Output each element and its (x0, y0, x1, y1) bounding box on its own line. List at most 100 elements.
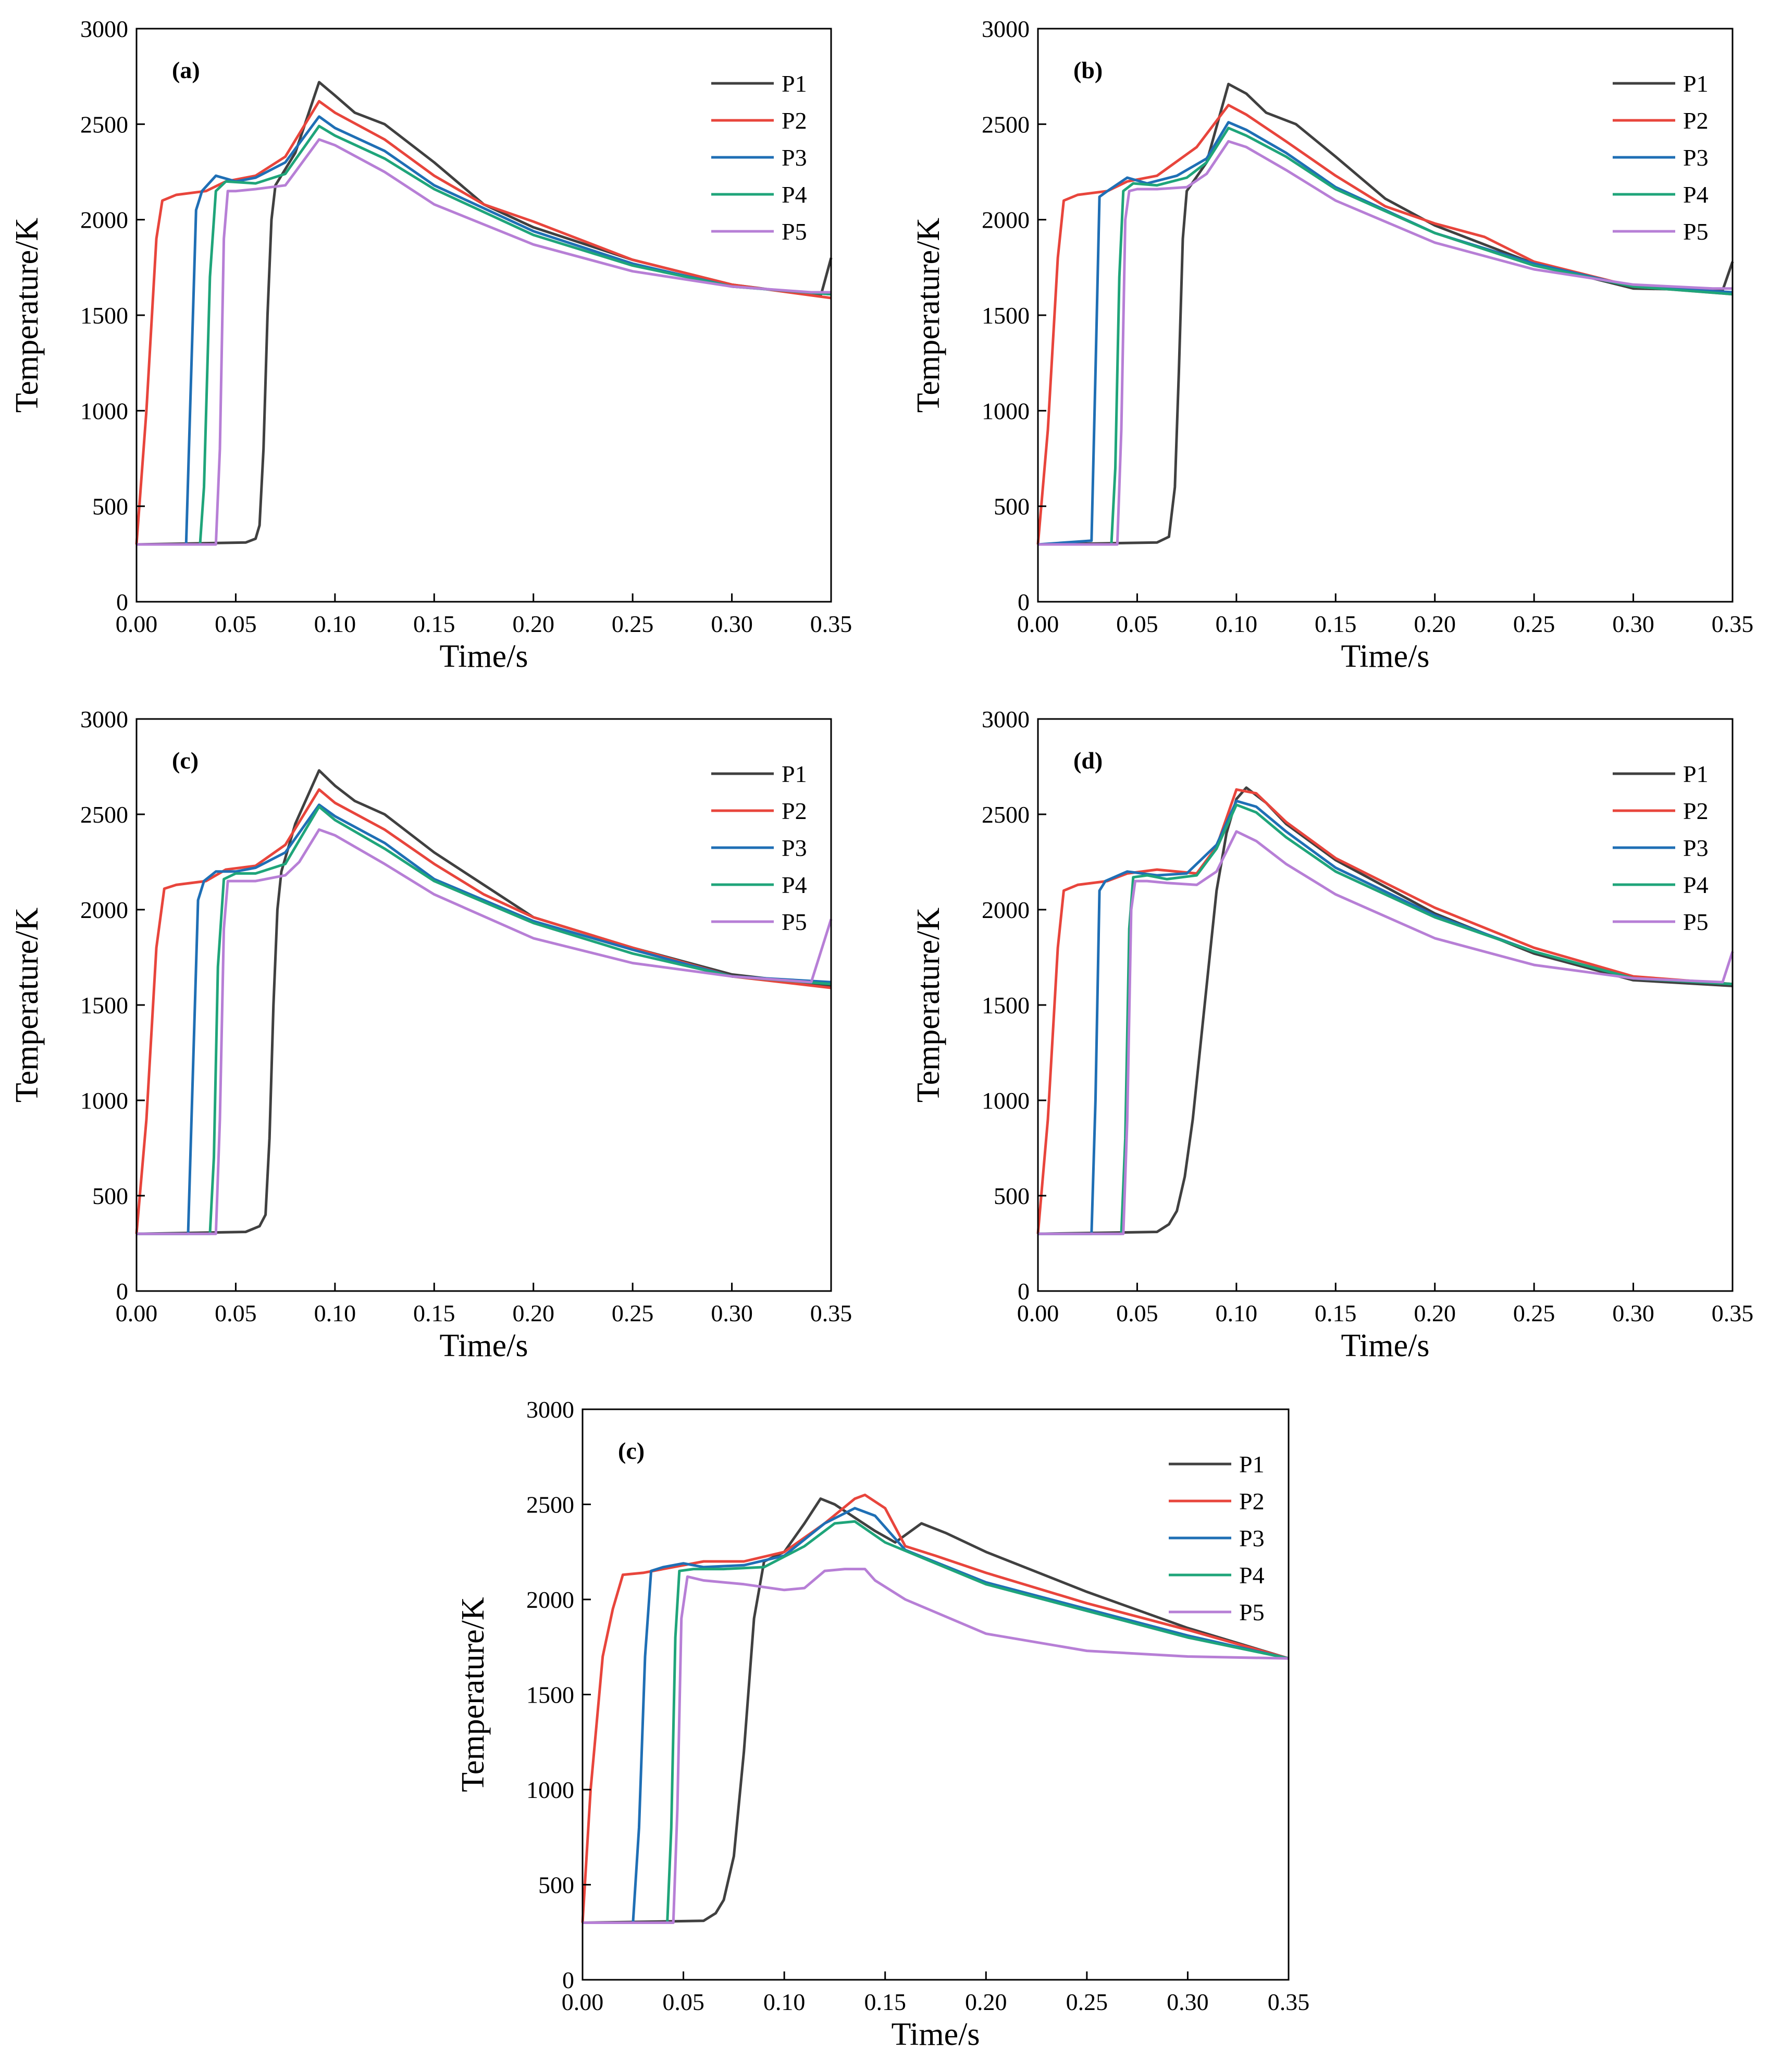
x-tick-label: 0.05 (215, 1300, 257, 1326)
x-tick-label: 0.15 (864, 1989, 906, 2015)
series-line-p1 (136, 81, 833, 546)
y-tick-label: 1500 (80, 992, 128, 1019)
x-tick-label: 0.05 (662, 1989, 704, 2015)
plot-frame (135, 28, 832, 603)
y-tick-label: 1000 (982, 398, 1030, 424)
y-tick-label: 500 (92, 493, 128, 520)
legend-label-p4: P4 (1683, 872, 1709, 898)
series-line-p5 (137, 828, 833, 1235)
x-tick-label: 0.10 (314, 1300, 356, 1326)
x-tick-label: 0.15 (1315, 611, 1357, 637)
x-tick-label: 0.35 (810, 1300, 852, 1326)
y-tick-label: 2000 (982, 207, 1030, 233)
x-tick-label: 0.00 (116, 1300, 158, 1326)
x-axis-title: Time/s (439, 1328, 528, 1363)
x-tick-label: 0.10 (763, 1989, 806, 2015)
panel-label: (a) (172, 57, 200, 83)
legend-label-p4: P4 (782, 181, 807, 208)
x-tick-label: 0.20 (512, 1300, 554, 1326)
panel-label: (c) (618, 1437, 645, 1464)
x-tick-label: 0.05 (1116, 611, 1158, 637)
series-line-p4 (1038, 127, 1733, 546)
legend-label-p3: P3 (1683, 144, 1709, 171)
y-tick-label: 500 (92, 1183, 128, 1209)
y-tick-label: 0 (116, 1278, 128, 1305)
y-tick-label: 2000 (526, 1586, 574, 1613)
y-tick-label: 0 (116, 589, 128, 615)
x-tick-label: 0.15 (1315, 1300, 1357, 1326)
x-tick-label: 0.25 (1513, 611, 1555, 637)
y-tick-label: 500 (538, 1872, 574, 1899)
x-axis-title: Time/s (439, 639, 528, 674)
y-tick-label: 3000 (80, 706, 128, 733)
legend-label-p4: P4 (1239, 1562, 1265, 1589)
y-tick-label: 3000 (982, 16, 1030, 42)
series-line-p4 (137, 805, 832, 1235)
legend-label-p1: P1 (782, 761, 807, 787)
y-tick-label: 2500 (526, 1492, 574, 1518)
panel-label: (d) (1073, 747, 1103, 774)
x-tick-label: 0.10 (1216, 611, 1258, 637)
series-line-p1 (136, 769, 832, 1235)
series-line-p4 (1038, 803, 1733, 1235)
y-tick-label: 2500 (80, 801, 128, 828)
legend-label-p2: P2 (1683, 798, 1709, 824)
legend-label-p1: P1 (1239, 1451, 1265, 1478)
x-tick-label: 0.25 (1066, 1989, 1108, 2015)
legend-label-p5: P5 (1683, 218, 1709, 245)
series-line-p3 (583, 1507, 1289, 1924)
x-tick-label: 0.35 (810, 611, 852, 637)
series-line-p5 (1038, 830, 1734, 1235)
chart-panel-1: 0.00 0.05 0.10 0.15 0.20 0.25 0.30 0.35 0 500 1000… (9, 16, 852, 674)
series-line-p1 (582, 1497, 1289, 1924)
x-tick-label: 0.00 (562, 1989, 604, 2015)
series-line-p5 (1038, 140, 1733, 546)
y-tick-label: 1000 (80, 398, 128, 424)
y-tick-label: 2000 (80, 207, 128, 233)
y-axis-title: Temperature/K (911, 908, 946, 1103)
legend-label-p2: P2 (1239, 1488, 1265, 1515)
y-tick-label: 500 (994, 493, 1030, 520)
legend-label-p4: P4 (1683, 181, 1709, 208)
x-tick-label: 0.00 (1017, 1300, 1059, 1326)
y-tick-label: 0 (1018, 1278, 1030, 1305)
y-tick-label: 2000 (982, 897, 1030, 923)
plot-frame (1037, 718, 1734, 1292)
legend-label-p4: P4 (782, 872, 807, 898)
x-tick-label: 0.20 (1414, 611, 1456, 637)
legend-label-p1: P1 (1683, 70, 1709, 97)
y-tick-label: 2500 (982, 111, 1030, 138)
x-axis-title: Time/s (891, 2017, 980, 2052)
x-tick-label: 0.25 (612, 611, 654, 637)
series-line-p2 (1036, 104, 1733, 545)
legend-label-p2: P2 (1683, 107, 1709, 134)
series-line-p1 (1037, 82, 1734, 546)
x-axis-title: Time/s (1341, 1328, 1429, 1363)
x-tick-label: 0.35 (1268, 1989, 1310, 2015)
y-tick-label: 500 (994, 1183, 1030, 1209)
legend-label-p2: P2 (782, 107, 807, 134)
series-line-p4 (137, 125, 832, 546)
plot-frame (1037, 28, 1734, 603)
chart-panel-3: 0.00 0.05 0.10 0.15 0.20 0.25 0.30 0.35 0 500 1000… (9, 706, 852, 1363)
y-tick-label: 1000 (982, 1087, 1030, 1114)
x-tick-label: 0.25 (612, 1300, 654, 1326)
x-tick-label: 0.20 (512, 611, 554, 637)
y-axis-title: Temperature/K (911, 218, 946, 413)
x-tick-label: 0.30 (1612, 611, 1654, 637)
x-tick-label: 0.20 (1414, 1300, 1456, 1326)
series-line-p3 (1037, 121, 1733, 546)
series-line-p2 (135, 788, 832, 1234)
x-tick-label: 0.25 (1513, 1300, 1555, 1326)
y-tick-label: 2000 (80, 897, 128, 923)
y-axis-title: Temperature/K (455, 1597, 491, 1792)
legend-label-p1: P1 (782, 70, 807, 97)
y-tick-label: 0 (1018, 589, 1030, 615)
series-line-p5 (137, 138, 831, 546)
series-line-p2 (135, 100, 832, 545)
x-tick-label: 0.00 (1017, 611, 1059, 637)
legend-label-p1: P1 (1683, 761, 1709, 787)
chart-panel-2: 0.00 0.05 0.10 0.15 0.20 0.25 0.30 0.35 0 500 1000… (911, 16, 1753, 674)
y-tick-label: 3000 (526, 1396, 574, 1423)
x-tick-label: 0.15 (413, 611, 455, 637)
